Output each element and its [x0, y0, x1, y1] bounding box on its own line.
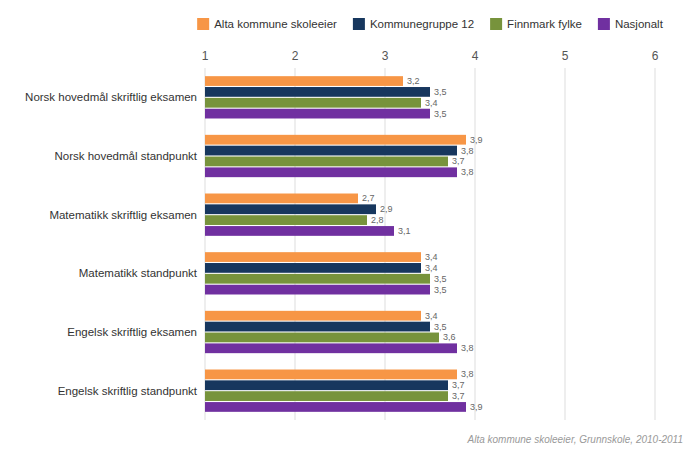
- category-label: Engelsk skriftlig eksamen: [67, 326, 197, 338]
- bar: [205, 226, 394, 236]
- bar: [205, 370, 457, 380]
- bar: [205, 391, 448, 401]
- bars: [205, 76, 466, 412]
- grid-line: [565, 68, 566, 420]
- data-label: 3,4: [425, 311, 438, 321]
- tick-label: 6: [652, 49, 659, 63]
- bar: [205, 285, 430, 295]
- grid-line: [385, 68, 386, 420]
- bar: [205, 109, 430, 119]
- legend-label: Nasjonalt: [615, 18, 664, 30]
- bar: [205, 87, 430, 97]
- data-label: 3,8: [461, 146, 474, 156]
- data-label: 3,7: [452, 391, 465, 401]
- legend: Alta kommune skoleeier Kommunegruppe 12 Fi…: [197, 18, 663, 30]
- bar: [205, 135, 466, 145]
- data-label: 3,8: [461, 369, 474, 379]
- legend-item: Finnmark fylke: [490, 18, 582, 30]
- legend-swatch: [490, 18, 502, 30]
- x-axis: 1 2 3 4 5 6: [202, 49, 659, 63]
- bar: [205, 252, 421, 262]
- tick-label: 3: [382, 49, 389, 63]
- data-label: 3,5: [434, 109, 447, 119]
- data-label: 2,8: [371, 215, 384, 225]
- bar: [205, 402, 466, 412]
- legend-label: Alta kommune skoleeier: [214, 18, 337, 30]
- bar: [205, 311, 421, 321]
- category-label: Norsk hovedmål standpunkt: [54, 150, 197, 162]
- bar: [205, 76, 403, 86]
- legend-swatch: [598, 18, 610, 30]
- bar: [205, 194, 358, 204]
- data-label: 3,5: [434, 322, 447, 332]
- legend-label: Finnmark fylke: [507, 18, 582, 30]
- tick-label: 4: [472, 49, 479, 63]
- data-label: 3,4: [425, 98, 438, 108]
- grid-line: [295, 68, 296, 420]
- data-label: 3,5: [434, 274, 447, 284]
- bar: [205, 380, 448, 390]
- grid-line: [205, 68, 206, 420]
- bar: [205, 167, 457, 177]
- bar: [205, 274, 430, 284]
- category-label: Matematikk skriftlig eksamen: [49, 209, 197, 221]
- data-label: 2,7: [362, 193, 375, 203]
- bar: [205, 333, 439, 343]
- grid-line: [655, 68, 656, 420]
- legend-item: Alta kommune skoleeier: [197, 18, 337, 30]
- bar: [205, 204, 376, 214]
- data-label: 3,8: [461, 167, 474, 177]
- data-label: 3,8: [461, 343, 474, 353]
- data-label: 3,9: [470, 402, 483, 412]
- tick-label: 2: [292, 49, 299, 63]
- footnote: Alta kommune skoleeier, Grunnskole, 2010…: [467, 434, 684, 445]
- bar: [205, 146, 457, 156]
- data-label: 3,7: [452, 156, 465, 166]
- tick-label: 5: [562, 49, 569, 63]
- data-label: 3,4: [425, 252, 438, 262]
- tick-label: 1: [202, 49, 209, 63]
- data-label: 3,7: [452, 380, 465, 390]
- legend-item: Nasjonalt: [598, 18, 664, 30]
- bar: [205, 98, 421, 108]
- data-labels: 3,23,92,73,43,43,83,53,82,93,43,53,73,43…: [362, 76, 483, 412]
- category-label: Engelsk skriftlig standpunkt: [58, 385, 198, 397]
- chart: 1234563,23,92,73,43,43,83,53,82,93,43,53…: [0, 0, 695, 451]
- bar: [205, 263, 421, 273]
- grid: [205, 68, 655, 420]
- legend-label: Kommunegruppe 12: [370, 18, 474, 30]
- y-axis: Norsk hovedmål skriftlig eksamen Norsk ho…: [25, 91, 198, 396]
- grid-line: [475, 68, 476, 420]
- bar: [205, 157, 448, 167]
- data-label: 3,6: [443, 332, 456, 342]
- category-label: Norsk hovedmål skriftlig eksamen: [25, 91, 197, 103]
- bar: [205, 215, 367, 225]
- data-label: 3,5: [434, 285, 447, 295]
- data-label: 3,4: [425, 263, 438, 273]
- data-label: 3,5: [434, 87, 447, 97]
- legend-item: Kommunegruppe 12: [353, 18, 474, 30]
- data-label: 3,1: [398, 226, 411, 236]
- bar: [205, 343, 457, 353]
- bar: [205, 322, 430, 332]
- data-label: 2,9: [380, 204, 393, 214]
- category-label: Matematikk standpunkt: [79, 267, 198, 279]
- data-label: 3,2: [407, 76, 420, 86]
- legend-swatch: [197, 18, 209, 30]
- data-label: 3,9: [470, 135, 483, 145]
- legend-swatch: [353, 18, 365, 30]
